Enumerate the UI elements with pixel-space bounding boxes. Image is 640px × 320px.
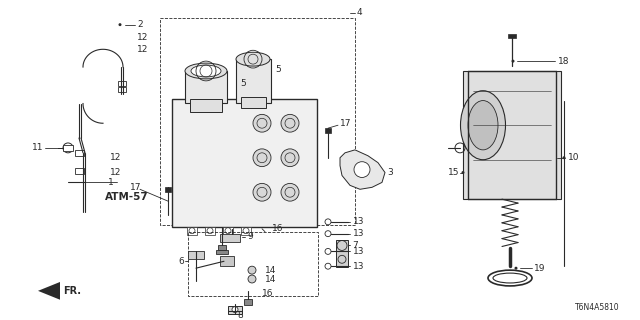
- Text: T6N4A5810: T6N4A5810: [575, 303, 620, 312]
- Bar: [218, 244, 226, 251]
- Text: 15: 15: [448, 168, 460, 177]
- Text: 3: 3: [387, 168, 393, 177]
- Text: 2: 2: [137, 20, 143, 29]
- Bar: [75, 168, 84, 173]
- Text: 14: 14: [265, 266, 276, 275]
- Text: 6: 6: [178, 257, 184, 266]
- Bar: [185, 71, 227, 102]
- Text: 9: 9: [247, 232, 253, 241]
- Text: 5: 5: [275, 65, 281, 74]
- Bar: [160, 18, 355, 225]
- Bar: [205, 227, 215, 235]
- Text: 1: 1: [108, 178, 114, 187]
- Bar: [118, 87, 126, 92]
- Circle shape: [461, 171, 465, 174]
- Text: 14: 14: [265, 275, 276, 284]
- Bar: [165, 187, 171, 192]
- Bar: [325, 128, 331, 133]
- Text: 16: 16: [262, 289, 273, 298]
- Text: 17: 17: [340, 119, 351, 128]
- Polygon shape: [340, 150, 385, 189]
- Bar: [336, 240, 348, 267]
- Bar: [236, 59, 271, 102]
- Bar: [188, 232, 318, 296]
- Bar: [220, 256, 234, 266]
- Bar: [241, 97, 266, 108]
- Ellipse shape: [236, 52, 270, 66]
- Circle shape: [118, 23, 122, 26]
- Text: 16: 16: [272, 224, 284, 233]
- Polygon shape: [38, 282, 60, 300]
- Circle shape: [281, 149, 299, 167]
- Text: 13: 13: [353, 262, 365, 271]
- Bar: [188, 252, 204, 259]
- Text: 18: 18: [558, 57, 570, 66]
- Circle shape: [248, 275, 256, 283]
- Text: 4: 4: [357, 8, 363, 17]
- Bar: [244, 299, 252, 305]
- Circle shape: [248, 266, 256, 274]
- Bar: [172, 99, 317, 227]
- Circle shape: [515, 267, 518, 270]
- Bar: [63, 145, 73, 151]
- Ellipse shape: [185, 63, 227, 79]
- Ellipse shape: [461, 91, 506, 160]
- Circle shape: [281, 114, 299, 132]
- Bar: [187, 227, 197, 235]
- Circle shape: [511, 60, 515, 63]
- Text: 12: 12: [137, 45, 148, 54]
- Text: 19: 19: [534, 264, 545, 273]
- Circle shape: [232, 307, 238, 313]
- Bar: [241, 227, 251, 235]
- Bar: [223, 227, 233, 235]
- Text: 10: 10: [568, 153, 579, 162]
- Text: 12: 12: [110, 153, 122, 162]
- Circle shape: [253, 149, 271, 167]
- Bar: [75, 150, 84, 156]
- Circle shape: [281, 183, 299, 201]
- Text: 13: 13: [353, 247, 365, 256]
- Ellipse shape: [191, 65, 221, 77]
- Bar: [463, 71, 561, 199]
- Ellipse shape: [493, 273, 527, 283]
- Text: 17: 17: [130, 183, 141, 192]
- Bar: [190, 99, 222, 112]
- Bar: [216, 251, 228, 254]
- Bar: [220, 234, 240, 242]
- Bar: [118, 81, 126, 86]
- Text: 13: 13: [353, 217, 365, 226]
- Text: 8: 8: [237, 311, 243, 320]
- Text: ATM-57: ATM-57: [105, 192, 148, 202]
- Text: 12: 12: [110, 168, 122, 177]
- Circle shape: [563, 156, 566, 159]
- Circle shape: [253, 114, 271, 132]
- Text: 11: 11: [32, 143, 44, 152]
- Text: 13: 13: [353, 229, 365, 238]
- Text: FR.: FR.: [63, 286, 81, 296]
- Text: 5: 5: [240, 79, 246, 88]
- Bar: [508, 34, 516, 38]
- Text: 7: 7: [352, 241, 358, 250]
- Bar: [228, 306, 242, 314]
- Circle shape: [354, 162, 370, 178]
- Circle shape: [253, 183, 271, 201]
- Ellipse shape: [468, 100, 498, 150]
- Text: 12: 12: [137, 33, 148, 42]
